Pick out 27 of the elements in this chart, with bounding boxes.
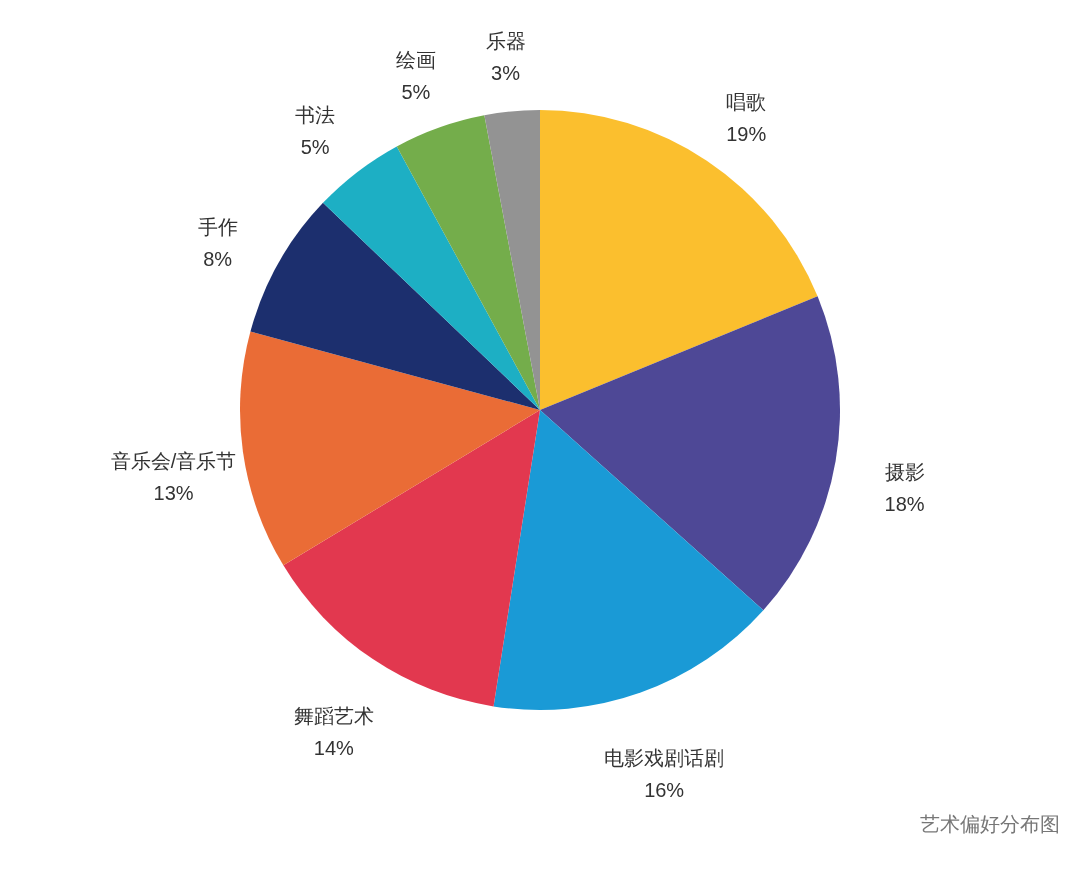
data-label: 19% <box>726 122 767 145</box>
slice-label: 音乐会/音乐节 <box>110 449 237 472</box>
pie-slice <box>396 115 540 410</box>
pie-slice <box>240 331 540 566</box>
data-label: 18% <box>884 492 925 515</box>
pie-slice <box>283 410 540 707</box>
data-label: 8% <box>203 248 233 271</box>
data-label: 5% <box>401 81 431 104</box>
text: 艺术偏好分布图 <box>920 812 1060 835</box>
pie-slice <box>484 110 540 410</box>
slice-label: 乐器 <box>485 29 526 52</box>
slice-label: 书法 <box>295 104 336 127</box>
slice-label: 手作 <box>197 216 238 239</box>
pie-slice <box>250 202 540 410</box>
data-label: 14% <box>313 737 355 760</box>
slice-label: 绘画 <box>395 49 436 72</box>
pie-slice <box>540 296 840 611</box>
data-label: 13% <box>153 481 194 504</box>
pie-slice <box>540 110 818 410</box>
data-label: 16% <box>644 778 685 801</box>
slice-label: 唱歌 <box>726 90 767 113</box>
data-label: 3% <box>491 61 521 84</box>
slice-label: 电影戏剧话剧 <box>604 746 725 769</box>
slice-label: 摄影 <box>884 460 925 483</box>
pie-slice <box>493 410 764 710</box>
slice-label: 舞蹈艺术 <box>293 705 374 728</box>
data-label: 5% <box>300 136 330 159</box>
